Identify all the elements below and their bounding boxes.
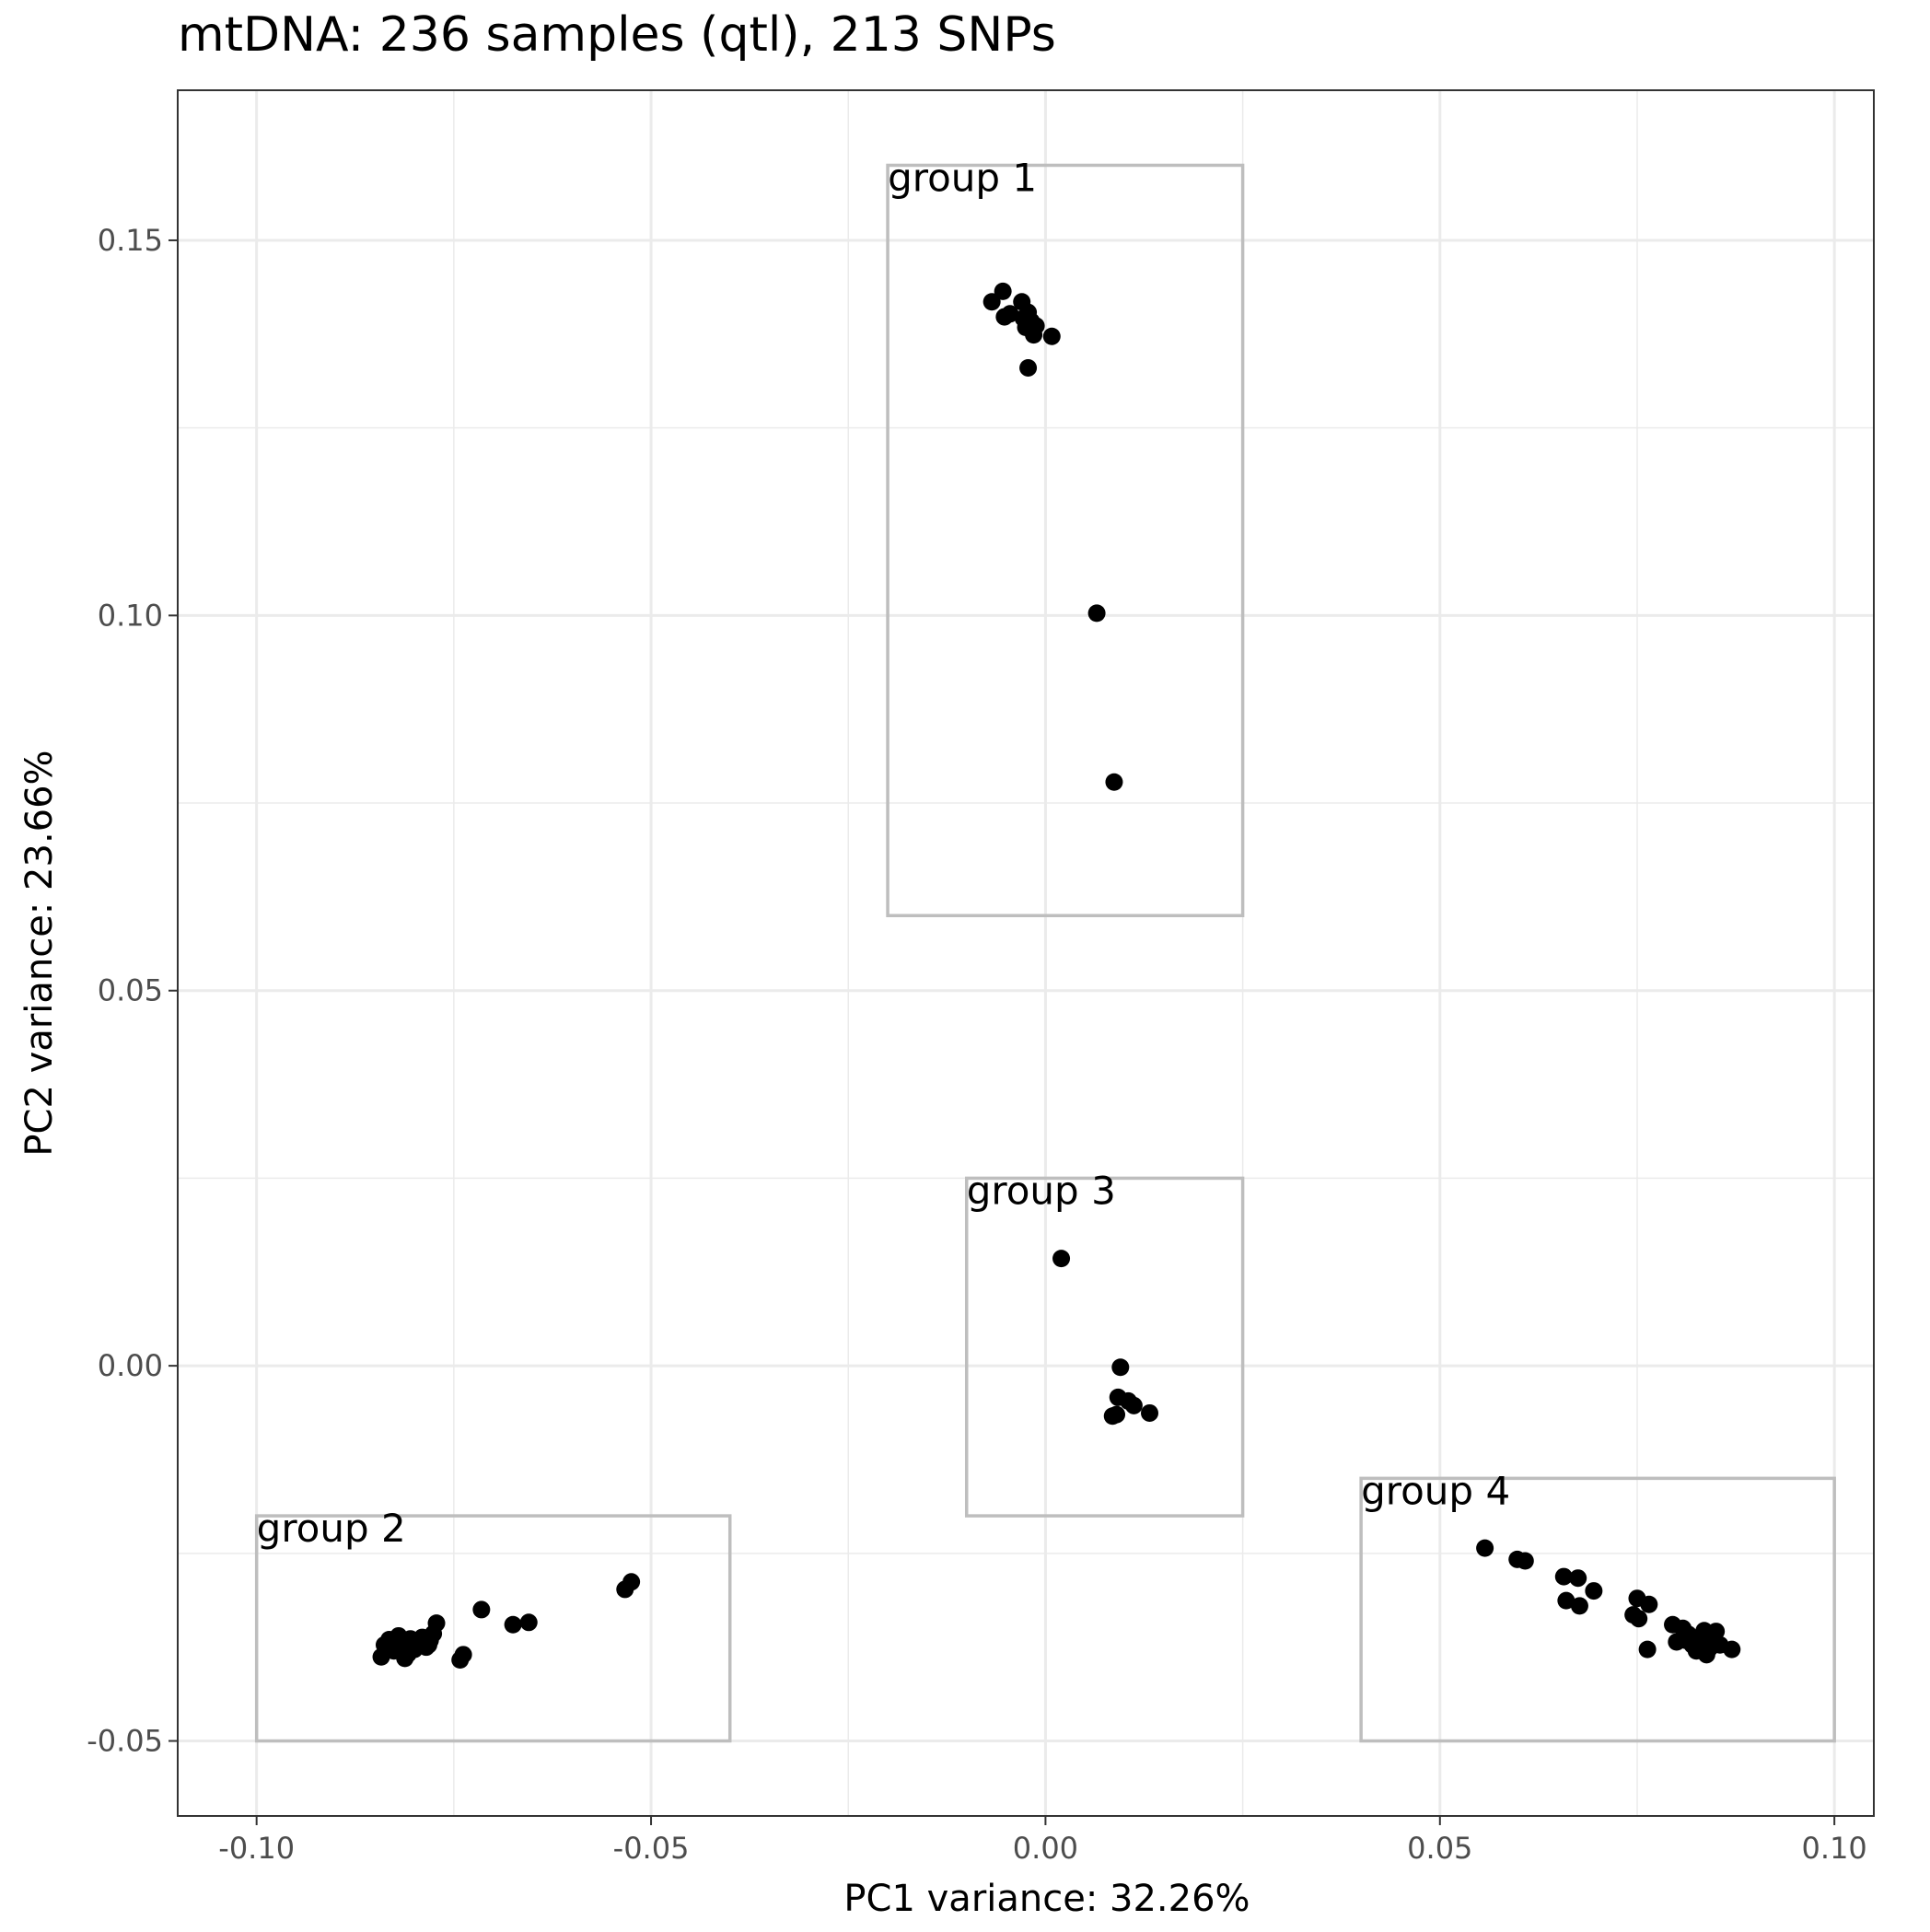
data-point bbox=[1677, 1631, 1695, 1649]
data-point bbox=[419, 1635, 437, 1654]
y-tick-label: -0.05 bbox=[87, 1724, 163, 1759]
data-point bbox=[519, 1613, 538, 1632]
data-point bbox=[1723, 1640, 1741, 1658]
data-point bbox=[982, 293, 1001, 311]
data-point bbox=[1476, 1539, 1494, 1557]
group-labels: group 1 group 2 group 3 group 4 bbox=[257, 155, 1511, 1551]
group-box bbox=[1359, 1476, 1836, 1743]
x-tick-label: -0.05 bbox=[613, 1831, 690, 1866]
data-point bbox=[1554, 1567, 1573, 1586]
group-label: group 3 bbox=[967, 1168, 1116, 1213]
data-point bbox=[1111, 1358, 1130, 1377]
y-tick-label: 0.15 bbox=[98, 223, 163, 258]
data-point bbox=[397, 1635, 415, 1653]
data-point bbox=[1052, 1250, 1071, 1268]
x-tick-label: 0.10 bbox=[1802, 1831, 1867, 1866]
group-boxes bbox=[254, 163, 1836, 1743]
data-point bbox=[1569, 1569, 1587, 1588]
data-point bbox=[1105, 773, 1123, 791]
group-label: group 4 bbox=[1361, 1468, 1510, 1513]
y-tick-label: 0.00 bbox=[98, 1348, 163, 1383]
group-box bbox=[254, 1514, 732, 1743]
group-label: group 1 bbox=[888, 155, 1037, 200]
data-point bbox=[1025, 326, 1043, 344]
data-point bbox=[454, 1646, 472, 1664]
x-tick-label: 0.05 bbox=[1407, 1831, 1472, 1866]
data-point bbox=[1001, 305, 1019, 323]
data-point bbox=[1640, 1595, 1658, 1613]
plot-panel-border bbox=[177, 89, 1875, 1817]
chart-title: mtDNA: 236 samples (qtl), 213 SNPs bbox=[178, 7, 1056, 63]
data-point bbox=[622, 1573, 641, 1591]
group-box bbox=[964, 1176, 1245, 1518]
data-point bbox=[994, 282, 1012, 300]
data-point bbox=[1557, 1591, 1575, 1610]
data-point bbox=[1124, 1396, 1143, 1414]
data-point bbox=[1141, 1403, 1159, 1422]
data-point bbox=[1087, 604, 1106, 623]
major-gridlines bbox=[178, 90, 1874, 1816]
data-point bbox=[1042, 327, 1061, 345]
x-tick-label: 0.00 bbox=[1013, 1831, 1078, 1866]
data-point bbox=[1570, 1597, 1588, 1615]
x-axis: -0.10 -0.05 0.00 0.05 0.10 bbox=[218, 1816, 1867, 1866]
y-tick-label: 0.05 bbox=[98, 973, 163, 1008]
data-point bbox=[1701, 1638, 1719, 1657]
data-point bbox=[427, 1614, 446, 1633]
x-axis-label: PC1 variance: 32.26% bbox=[843, 1878, 1250, 1920]
data-point bbox=[1585, 1582, 1603, 1600]
data-points bbox=[372, 282, 1741, 1670]
data-point bbox=[1019, 358, 1038, 377]
group-box bbox=[886, 163, 1245, 918]
data-point bbox=[1108, 1405, 1126, 1424]
data-point bbox=[472, 1600, 491, 1619]
data-point bbox=[504, 1615, 522, 1634]
y-tick-label: 0.10 bbox=[98, 598, 163, 633]
data-point bbox=[1516, 1552, 1534, 1570]
data-point bbox=[1707, 1623, 1726, 1641]
group-label: group 2 bbox=[257, 1506, 406, 1551]
data-point bbox=[1630, 1610, 1648, 1628]
y-axis: -0.05 0.00 0.05 0.10 0.15 bbox=[87, 223, 178, 1759]
data-point bbox=[1638, 1640, 1657, 1658]
y-axis-label: PC2 variance: 23.66% bbox=[18, 750, 61, 1156]
plot-panel bbox=[178, 90, 1874, 1816]
x-tick-label: -0.10 bbox=[218, 1831, 295, 1866]
